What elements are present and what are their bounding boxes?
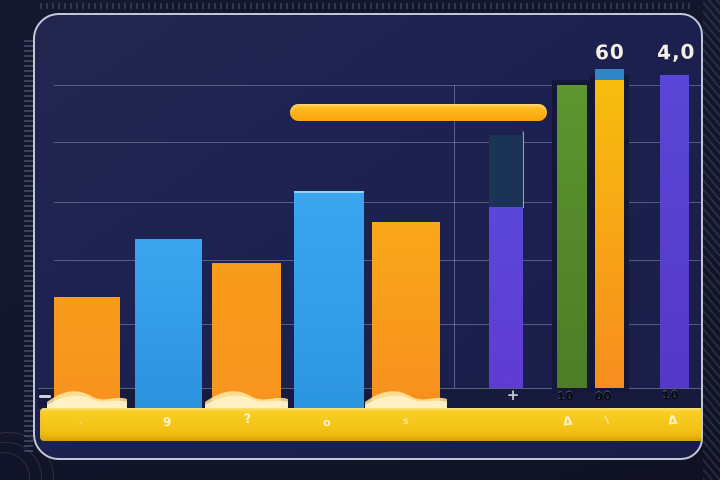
melt-wave-decoration (47, 391, 127, 412)
highlight-pill-bar (290, 104, 547, 121)
x-axis-footer-strip (38, 388, 701, 409)
h-gridline (54, 85, 701, 86)
bar-highlight-edge (523, 132, 524, 208)
band-doodle-glyph: Δ (667, 412, 679, 428)
band-doodle-glyph: o (322, 415, 332, 430)
band-doodle-glyph: s (402, 415, 410, 428)
tick-label: 00 (594, 389, 613, 404)
h-gridline (54, 142, 701, 143)
plus-doodle: + (506, 386, 520, 404)
tick-label: 10 (661, 388, 680, 403)
tick-label: 10 (556, 389, 575, 404)
melt-wave-decoration (205, 391, 288, 412)
bezel-right-hatch-texture (703, 0, 720, 480)
bar-2 (135, 239, 202, 408)
bar-7 (557, 85, 587, 388)
bezel-left-zipper-texture (24, 38, 33, 452)
melt-wave-decoration (365, 391, 447, 412)
bar-3 (205, 263, 288, 412)
bar-4 (294, 191, 364, 410)
band-doodle-glyph: \ (604, 414, 610, 427)
bar-5 (365, 222, 447, 412)
chart-panel: · 9? o s Δ \ Δ 60 4,0 10 00 10 + (33, 13, 703, 460)
bar-9 (660, 75, 689, 388)
band-doodle-glyph: 9 (162, 414, 173, 430)
axis-origin-dash (39, 395, 51, 398)
value-annotation: 60 (594, 39, 626, 65)
x-axis-yellow-band (40, 408, 701, 441)
h-gridline (54, 202, 701, 203)
bezel-top-stitch-texture (40, 3, 690, 9)
bar-6 (489, 135, 523, 388)
bar-8-cap (595, 69, 624, 80)
band-doodle-glyph: Δ (562, 413, 574, 429)
bar-1 (47, 297, 127, 412)
bar-8 (595, 69, 624, 388)
bar-6-cap (489, 135, 523, 207)
v-gridline (454, 85, 455, 388)
band-doodle-glyph: ? (243, 411, 253, 428)
value-annotation: 4,0 (656, 39, 696, 65)
